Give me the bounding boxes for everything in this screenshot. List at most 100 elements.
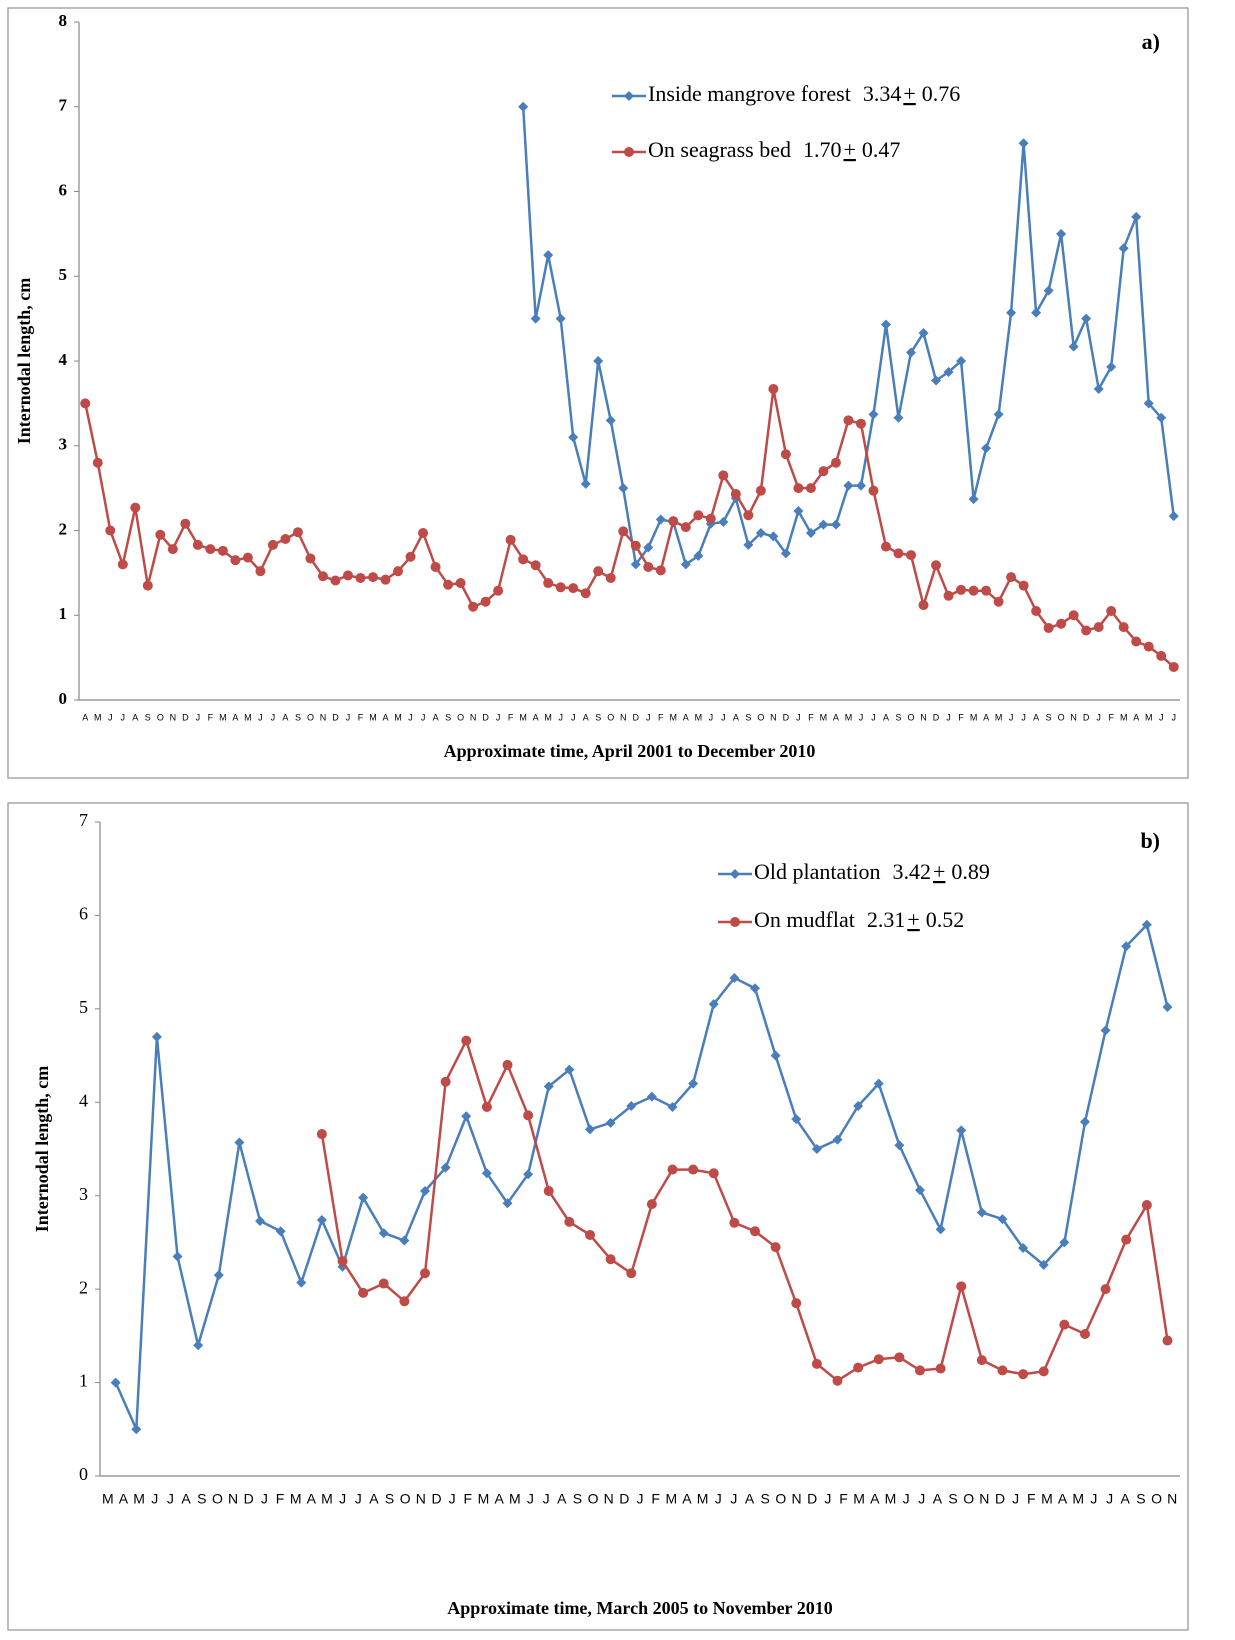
data-point xyxy=(518,554,529,565)
data-point xyxy=(296,1277,307,1288)
legend-mean: 3.34 xyxy=(863,81,902,106)
x-tick-label: A xyxy=(383,712,389,722)
x-tick-label: N xyxy=(416,1491,426,1507)
data-point xyxy=(791,1114,802,1125)
x-tick-label: A xyxy=(883,712,889,722)
x-tick-label: O xyxy=(400,1491,411,1507)
x-tick-label: O xyxy=(1151,1491,1162,1507)
x-tick-label: A xyxy=(232,712,238,722)
data-point xyxy=(180,518,191,529)
x-tick-label: J xyxy=(1096,712,1101,722)
data-point xyxy=(523,1169,534,1180)
data-point xyxy=(205,544,216,555)
x-tick-label: D xyxy=(1083,712,1090,722)
data-point xyxy=(505,534,516,545)
data-point xyxy=(655,565,666,576)
x-tick-label: A xyxy=(745,1491,755,1507)
x-tick-label: M xyxy=(665,1491,677,1507)
data-point xyxy=(868,485,879,496)
x-tick-label: A xyxy=(1121,1491,1131,1507)
data-point xyxy=(1118,243,1129,254)
data-point xyxy=(931,560,942,571)
data-point xyxy=(151,1031,162,1042)
data-point xyxy=(873,1354,884,1365)
x-tick-label: F xyxy=(658,712,664,722)
series-line xyxy=(521,106,1175,568)
data-point xyxy=(880,319,891,330)
data-point xyxy=(420,1186,431,1197)
data-point xyxy=(543,250,554,261)
data-point xyxy=(618,526,629,537)
data-point xyxy=(1093,383,1104,394)
x-tick-label: A xyxy=(433,712,439,722)
legend-label: On mudflat 2.31+ 0.52 xyxy=(754,907,964,932)
x-tick-label: M xyxy=(1120,712,1128,722)
x-tick-label: S xyxy=(145,712,151,722)
data-point xyxy=(843,415,854,426)
x-tick-label: F xyxy=(958,712,964,722)
x-tick-label: J xyxy=(196,712,201,722)
x-tick-label: J xyxy=(571,712,576,722)
x-tick-label: A xyxy=(1058,1491,1068,1507)
data-point xyxy=(292,527,303,538)
x-tick-label: J xyxy=(1021,712,1026,722)
data-point xyxy=(1121,941,1132,952)
x-tick-label: M xyxy=(1041,1491,1053,1507)
data-point xyxy=(906,347,917,358)
x-tick-label: N xyxy=(1167,1491,1177,1507)
data-point xyxy=(956,356,967,366)
x-tick-label: J xyxy=(261,1491,268,1507)
y-tick-label: 4 xyxy=(79,1090,88,1110)
data-point xyxy=(626,1101,637,1112)
x-tick-label: J xyxy=(1171,712,1176,722)
x-tick-label: J xyxy=(151,1491,158,1507)
x-tick-label: M xyxy=(509,1491,521,1507)
x-tick-label: O xyxy=(1058,712,1065,722)
data-point xyxy=(192,539,203,550)
data-point xyxy=(440,1162,451,1173)
data-point xyxy=(626,1268,637,1279)
data-point xyxy=(1131,636,1142,647)
x-tick-label: N xyxy=(920,712,927,722)
data-point xyxy=(981,585,992,596)
legend-marker xyxy=(730,869,740,879)
x-tick-label: A xyxy=(683,712,689,722)
data-point xyxy=(117,559,128,570)
data-point xyxy=(667,1101,678,1112)
data-point xyxy=(1056,228,1067,239)
data-point xyxy=(461,1035,472,1046)
x-tick-label: M xyxy=(133,1491,145,1507)
data-point xyxy=(1043,622,1054,633)
data-point xyxy=(481,1168,492,1179)
data-point xyxy=(667,1164,678,1175)
x-tick-label: J xyxy=(709,712,714,722)
legend-name: On mudflat xyxy=(754,907,855,932)
data-point xyxy=(755,528,766,539)
data-point xyxy=(399,1296,410,1307)
x-tick-label: D xyxy=(182,712,189,722)
data-point xyxy=(481,1101,492,1112)
data-point xyxy=(1031,606,1042,617)
data-point xyxy=(543,1186,554,1197)
data-point xyxy=(337,1256,348,1267)
x-tick-label: J xyxy=(1009,712,1014,722)
x-tick-label: M xyxy=(820,712,828,722)
y-tick-label: 0 xyxy=(79,1464,88,1484)
data-point xyxy=(1079,1116,1090,1127)
data-point xyxy=(993,409,1004,420)
x-tick-label: J xyxy=(871,712,876,722)
x-tick-label: F xyxy=(276,1491,285,1507)
data-point xyxy=(1141,1200,1152,1211)
data-point xyxy=(593,566,604,577)
x-tick-label: N xyxy=(979,1491,989,1507)
data-point xyxy=(580,478,591,489)
x-tick-label: N xyxy=(470,712,477,722)
data-point xyxy=(568,432,579,443)
x-tick-label: S xyxy=(1136,1491,1145,1507)
x-tick-label: J xyxy=(449,1491,456,1507)
x-tick-label: N xyxy=(604,1491,614,1507)
data-point xyxy=(811,1358,822,1369)
x-tick-label: J xyxy=(946,712,951,722)
x-tick-label: N xyxy=(620,712,627,722)
